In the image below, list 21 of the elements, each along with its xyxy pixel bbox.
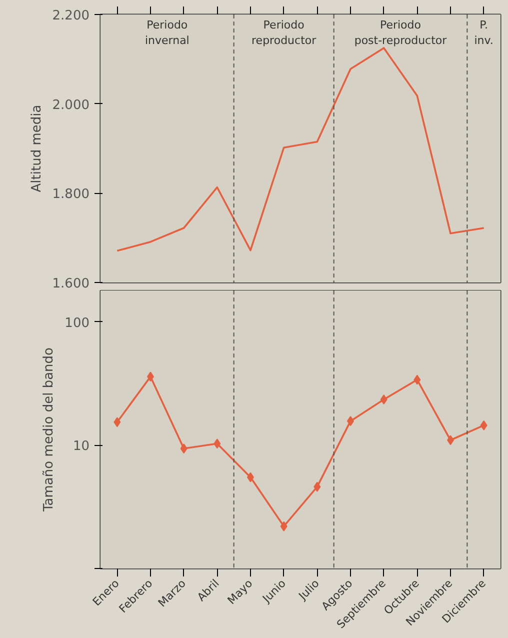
point bbox=[314, 482, 321, 492]
point bbox=[214, 438, 221, 449]
point bbox=[280, 521, 288, 532]
y-tick-label: 1.600 bbox=[52, 276, 90, 292]
y-tick-label: 1.800 bbox=[52, 187, 90, 202]
y-tick-label: 2.000 bbox=[52, 98, 90, 113]
point bbox=[380, 394, 388, 404]
y-tick-label: 10 bbox=[72, 439, 90, 454]
point bbox=[480, 420, 488, 430]
point bbox=[180, 444, 188, 454]
band-label: Periodo post-reproductor bbox=[354, 18, 448, 48]
y-axis-title: Altitud media bbox=[29, 104, 44, 192]
point bbox=[414, 374, 421, 385]
point bbox=[114, 417, 121, 428]
y-tick-label: 100 bbox=[64, 316, 90, 331]
y-axis-title: Tamaño medio del bando bbox=[42, 347, 57, 512]
y-tick-label: 2.200 bbox=[52, 8, 90, 24]
band-label: P. inv. bbox=[474, 18, 494, 48]
line-series bbox=[116, 47, 485, 252]
band-label: Periodo reproductor bbox=[252, 18, 317, 48]
band-label: Periodo invernal bbox=[144, 18, 190, 48]
